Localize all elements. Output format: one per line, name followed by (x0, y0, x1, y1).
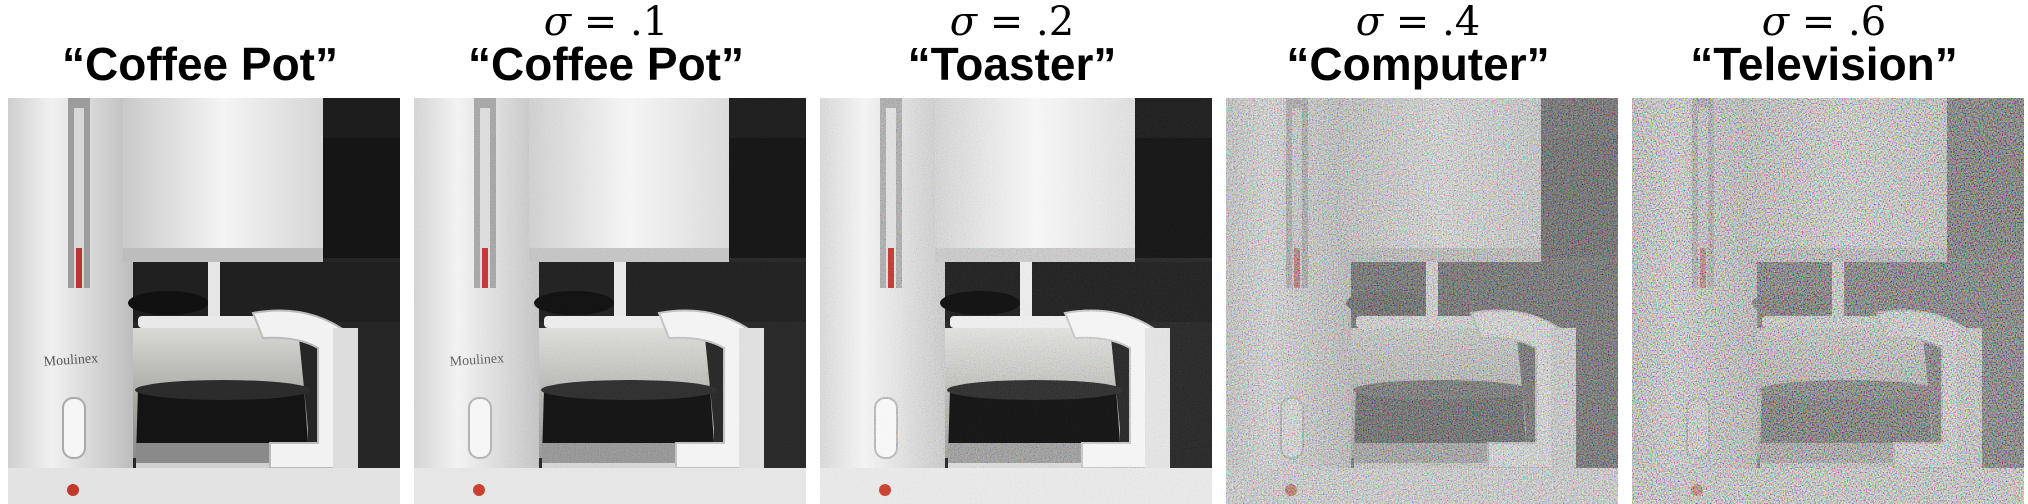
sigma-caption: σ = .6 (1624, 0, 2024, 44)
sigma-caption: σ = .2 (812, 0, 1212, 44)
sigma-caption: σ = .1 (406, 0, 806, 44)
coffee-pot-photo: Moulinex (8, 98, 400, 504)
panel-sigma-0-4: σ = .4 “Computer” (1218, 0, 1618, 504)
panel-original: “Coffee Pot” Moulinex (0, 0, 400, 504)
prediction-label: “Toaster” (907, 38, 1117, 90)
panel-sigma-0-1: σ = .1 “Coffee Pot” Moulinex (406, 0, 806, 504)
noisy-photo (1226, 98, 1618, 504)
noisy-photo: Moulinex (414, 98, 806, 504)
sigma-value: = .1 (571, 0, 669, 45)
sigma-caption: σ = .4 (1218, 0, 1618, 44)
noisy-photo (820, 98, 1212, 504)
panel-sigma-0-2: σ = .2 “Toaster” (812, 0, 1212, 504)
panel-sigma-0-6: σ = .6 “Television” (1624, 0, 2024, 504)
prediction-label: “Coffee Pot” (468, 38, 744, 90)
noisy-photo (1632, 98, 2024, 504)
sigma-symbol: σ (543, 0, 572, 45)
prediction-label: “Coffee Pot” (62, 38, 338, 90)
sigma-symbol: σ (1761, 0, 1790, 45)
sigma-value: = .4 (1383, 0, 1481, 45)
sigma-symbol: σ (949, 0, 978, 45)
prediction-label: “Computer” (1286, 38, 1550, 90)
sigma-symbol: σ (1355, 0, 1384, 45)
sigma-value: = .2 (977, 0, 1075, 45)
prediction-label: “Television” (1690, 38, 1958, 90)
brand-text: Moulinex (43, 351, 98, 370)
sigma-value: = .6 (1789, 0, 1887, 45)
